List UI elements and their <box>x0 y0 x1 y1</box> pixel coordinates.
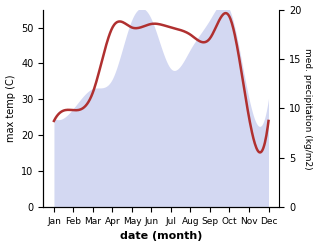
X-axis label: date (month): date (month) <box>120 231 203 242</box>
Y-axis label: med. precipitation (kg/m2): med. precipitation (kg/m2) <box>303 48 313 169</box>
Y-axis label: max temp (C): max temp (C) <box>5 75 16 142</box>
